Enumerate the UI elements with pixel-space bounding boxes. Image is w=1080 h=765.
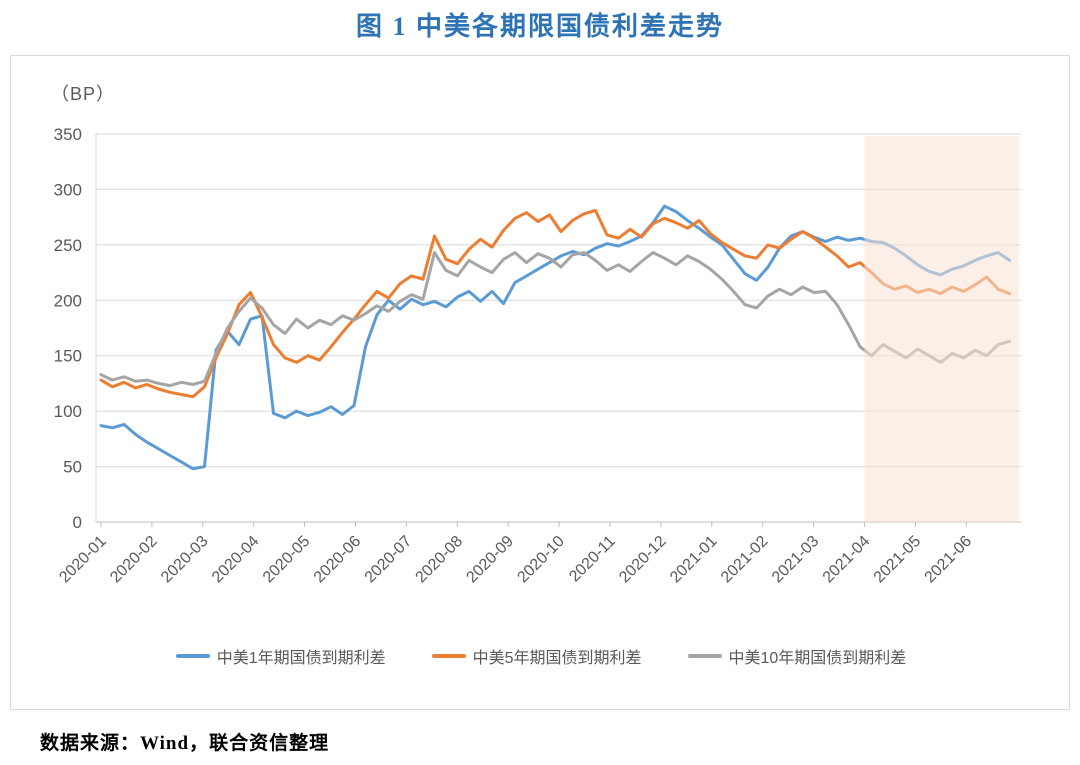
chart-legend: 中美1年期国债到期利差 中美5年期国债到期利差 中美10年期国债到期利差 xyxy=(11,644,1071,668)
legend-item-10y: 中美10年期国债到期利差 xyxy=(687,644,907,668)
svg-text:2020-12: 2020-12 xyxy=(616,533,670,587)
svg-text:2020-06: 2020-06 xyxy=(311,533,365,587)
svg-text:2020-05: 2020-05 xyxy=(260,533,314,587)
legend-label: 中美10年期国债到期利差 xyxy=(728,650,907,667)
svg-text:2020-10: 2020-10 xyxy=(514,533,568,587)
svg-text:2020-08: 2020-08 xyxy=(413,533,467,587)
svg-text:2020-07: 2020-07 xyxy=(362,533,416,587)
source-note: 数据来源：Wind，联合资信整理 xyxy=(40,733,330,754)
legend-label: 中美5年期国债到期利差 xyxy=(472,650,642,667)
svg-text:300: 300 xyxy=(54,180,82,199)
svg-text:350: 350 xyxy=(54,125,82,144)
svg-text:2020-02: 2020-02 xyxy=(107,533,161,587)
svg-text:2021-03: 2021-03 xyxy=(769,533,823,587)
svg-text:2021-06: 2021-06 xyxy=(922,533,976,587)
legend-swatch xyxy=(687,654,722,658)
svg-text:2021-01: 2021-01 xyxy=(667,533,721,587)
line-chart: 0501001502002503003502020-012020-022020-… xyxy=(54,125,1021,587)
svg-text:2021-02: 2021-02 xyxy=(718,533,772,587)
svg-text:2021-04: 2021-04 xyxy=(820,533,874,587)
svg-text:250: 250 xyxy=(54,236,82,255)
legend-item-1y: 中美1年期国债到期利差 xyxy=(175,644,386,668)
legend-swatch xyxy=(175,654,210,658)
svg-text:2020-01: 2020-01 xyxy=(56,533,110,587)
svg-text:2020-03: 2020-03 xyxy=(158,533,212,587)
svg-text:100: 100 xyxy=(54,402,82,421)
svg-text:0: 0 xyxy=(73,513,82,532)
svg-text:50: 50 xyxy=(63,458,82,477)
legend-item-5y: 中美5年期国债到期利差 xyxy=(431,644,642,668)
svg-text:2020-04: 2020-04 xyxy=(209,533,263,587)
chart-title: 图 1 中美各期限国债利差走势 xyxy=(355,12,724,41)
svg-text:2020-09: 2020-09 xyxy=(463,533,517,587)
svg-text:200: 200 xyxy=(54,291,82,310)
y-axis-unit-label: （BP） xyxy=(51,84,116,104)
svg-text:150: 150 xyxy=(54,347,82,366)
legend-swatch xyxy=(431,654,466,658)
svg-text:2020-11: 2020-11 xyxy=(566,533,619,586)
svg-text:2021-05: 2021-05 xyxy=(871,533,925,587)
legend-label: 中美1年期国债到期利差 xyxy=(216,650,386,667)
chart-container: （BP） 0 50 100 150 200 250 300 350 2020-01 2020-02… xyxy=(10,55,1070,710)
